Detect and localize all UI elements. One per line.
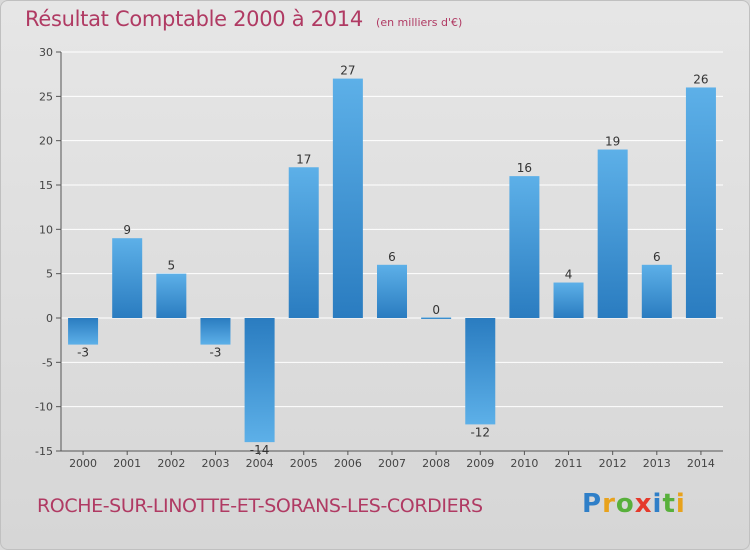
y-tick-label: 30: [39, 46, 53, 59]
data-label: 6: [388, 250, 396, 264]
data-label: -12: [470, 425, 490, 439]
x-tick-label: 2001: [113, 457, 141, 470]
bar: [112, 238, 143, 318]
y-tick-label: 0: [46, 312, 53, 325]
x-tick-label: 2004: [246, 457, 274, 470]
logo-letter: i: [652, 489, 663, 519]
data-label: 0: [432, 303, 440, 317]
logo-letter: i: [675, 489, 686, 519]
bar: [421, 317, 452, 319]
chart-title: Résultat Comptable 2000 à 2014: [25, 7, 363, 31]
y-tick-label: 20: [39, 135, 53, 148]
data-label: 27: [340, 64, 355, 78]
logo-letter: P: [582, 489, 603, 519]
x-tick-label: 2007: [378, 457, 406, 470]
bar: [685, 87, 716, 318]
data-label: 17: [296, 152, 311, 166]
logo-letter: x: [634, 489, 653, 519]
y-tick-label: -5: [42, 356, 53, 369]
commune-name: ROCHE-SUR-LINOTTE-ET-SORANS-LES-CORDIERS: [37, 495, 483, 517]
bar: [200, 318, 231, 345]
x-tick-label: 2008: [422, 457, 450, 470]
y-tick-label: -15: [35, 445, 53, 458]
bar: [641, 264, 672, 318]
logo-letter: t: [662, 489, 676, 519]
title-row: Résultat Comptable 2000 à 2014 (en milli…: [25, 7, 462, 31]
bar: [288, 167, 319, 318]
data-label: -3: [77, 346, 89, 360]
y-tick-label: 10: [39, 223, 53, 236]
data-label: -3: [209, 346, 221, 360]
y-tick-label: 25: [39, 90, 53, 103]
bar: [68, 318, 99, 345]
data-label: 9: [123, 223, 131, 237]
x-tick-label: 2005: [290, 457, 318, 470]
bar: [509, 176, 540, 318]
logo-letter: r: [602, 489, 616, 519]
bar: [244, 318, 275, 443]
x-tick-label: 2014: [687, 457, 715, 470]
y-tick-label: 15: [39, 179, 53, 192]
x-tick-label: 2006: [334, 457, 362, 470]
proxiti-logo: Proxiti: [582, 489, 686, 519]
x-tick-label: 2002: [157, 457, 185, 470]
data-label: 6: [653, 250, 661, 264]
data-label: 16: [517, 161, 532, 175]
logo-letter: o: [615, 489, 635, 519]
x-tick-label: 2013: [643, 457, 671, 470]
data-label: 26: [693, 72, 708, 86]
x-tick-label: 2010: [510, 457, 538, 470]
data-label: 19: [605, 135, 620, 149]
x-tick-label: 2003: [201, 457, 229, 470]
bar: [332, 78, 363, 318]
bar: [377, 264, 407, 318]
x-tick-label: 2000: [69, 457, 97, 470]
bar: [156, 273, 187, 318]
chart-subtitle: (en milliers d'€): [376, 16, 463, 29]
y-tick-label: -10: [35, 401, 53, 414]
bar: [597, 149, 628, 318]
data-label: 5: [168, 259, 176, 273]
x-tick-label: 2012: [599, 457, 627, 470]
y-tick-label: 5: [46, 268, 53, 281]
data-label: 4: [565, 268, 573, 282]
bar: [465, 318, 496, 425]
x-tick-label: 2011: [555, 457, 583, 470]
x-tick-label: 2009: [466, 457, 494, 470]
bar: [553, 282, 584, 318]
data-label: -14: [250, 443, 270, 457]
